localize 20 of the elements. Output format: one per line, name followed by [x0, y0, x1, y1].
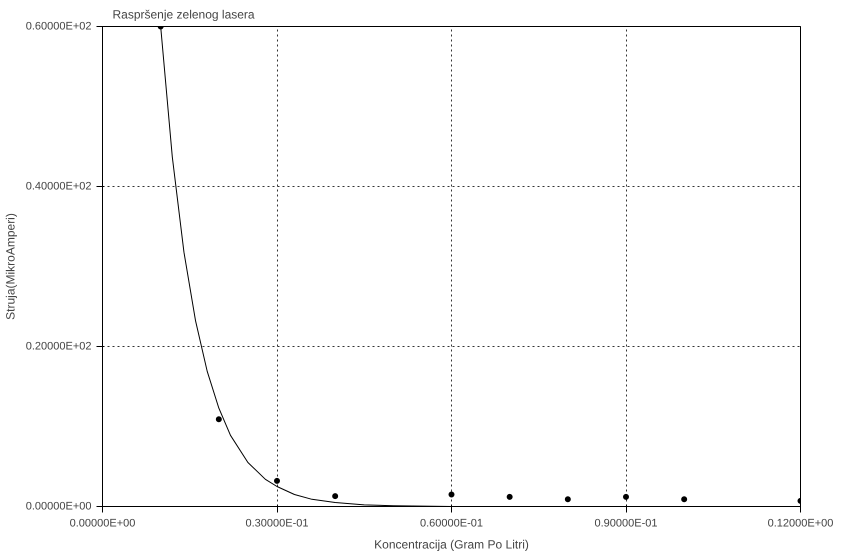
point	[564, 496, 571, 502]
point	[681, 496, 688, 502]
x-axis-title: Koncentracija (Gram Po Litri)	[374, 538, 529, 552]
point	[332, 493, 338, 500]
y-tick-label: 0.00000E+00	[26, 500, 92, 512]
x-tick-label: 0.12000E+00	[768, 518, 834, 530]
chart-title: Raspršenje zelenog lasera	[112, 8, 255, 22]
point	[448, 492, 454, 498]
point	[623, 494, 629, 500]
y-tick-label: 0.60000E+02	[26, 20, 92, 32]
y-tick-label: 0.40000E+02	[26, 180, 92, 192]
y-tick-label: 0.20000E+02	[26, 340, 92, 352]
point	[274, 478, 280, 484]
x-tick-label: 0.60000E-01	[420, 518, 483, 530]
x-tick-label: 0.90000E-01	[594, 518, 658, 530]
x-tick-label: 0.30000E-01	[246, 518, 308, 530]
y-axis-title: Struja(MikroAmperi)	[4, 213, 18, 320]
point	[506, 494, 513, 500]
x-tick-label: 0.00000E+00	[70, 518, 136, 530]
point	[216, 416, 222, 422]
